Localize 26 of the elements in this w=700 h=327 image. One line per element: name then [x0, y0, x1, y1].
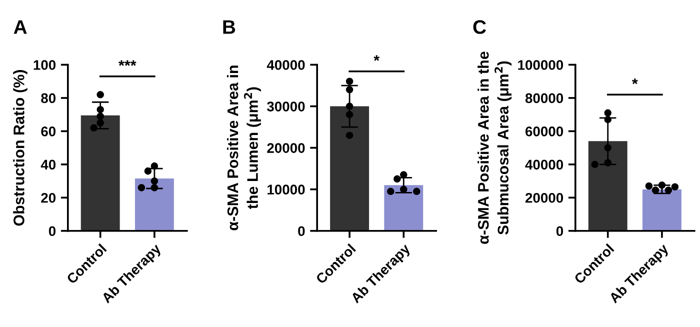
y-tick-label: 40	[40, 160, 56, 170]
y-tick-label: 10000	[268, 184, 305, 194]
y-tick-label: 0	[556, 226, 564, 236]
y-axis-title: α-SMA Positive Area in the Submucosal Area (μm$^{2}$)	[478, 52, 512, 244]
y-tick-label: 100	[34, 60, 56, 70]
y-tick-label: 0	[298, 226, 305, 236]
annotation: *	[632, 78, 638, 84]
chart-title: A	[14, 20, 27, 34]
y-tick-label: 20	[41, 192, 56, 203]
text: *	[374, 55, 380, 61]
y-tick-label: 60000	[525, 126, 564, 136]
y-tick-label: 100000	[518, 60, 564, 70]
y-tick-label: 40000	[525, 160, 564, 170]
y-axis-title: Obstruction Ratio (%)	[13, 70, 28, 226]
y-tick-label: 40000	[266, 60, 305, 70]
y-tick-label: 80000	[525, 93, 564, 104]
y-tick-label: 20000	[267, 143, 305, 153]
chart-title: C	[473, 20, 486, 34]
y-tick-label: 60	[41, 126, 56, 136]
annotation: ***	[118, 60, 136, 66]
chart-title: B	[223, 20, 236, 34]
y-tick-label: 80	[41, 93, 56, 104]
y-tick-label: 20000	[525, 192, 564, 203]
y-axis-title: α-SMA Positive Area in the Lumen (μm$^{2}$)	[226, 66, 261, 230]
y-tick-label: 0	[48, 226, 56, 236]
y-tick-label: 30000	[266, 102, 305, 112]
